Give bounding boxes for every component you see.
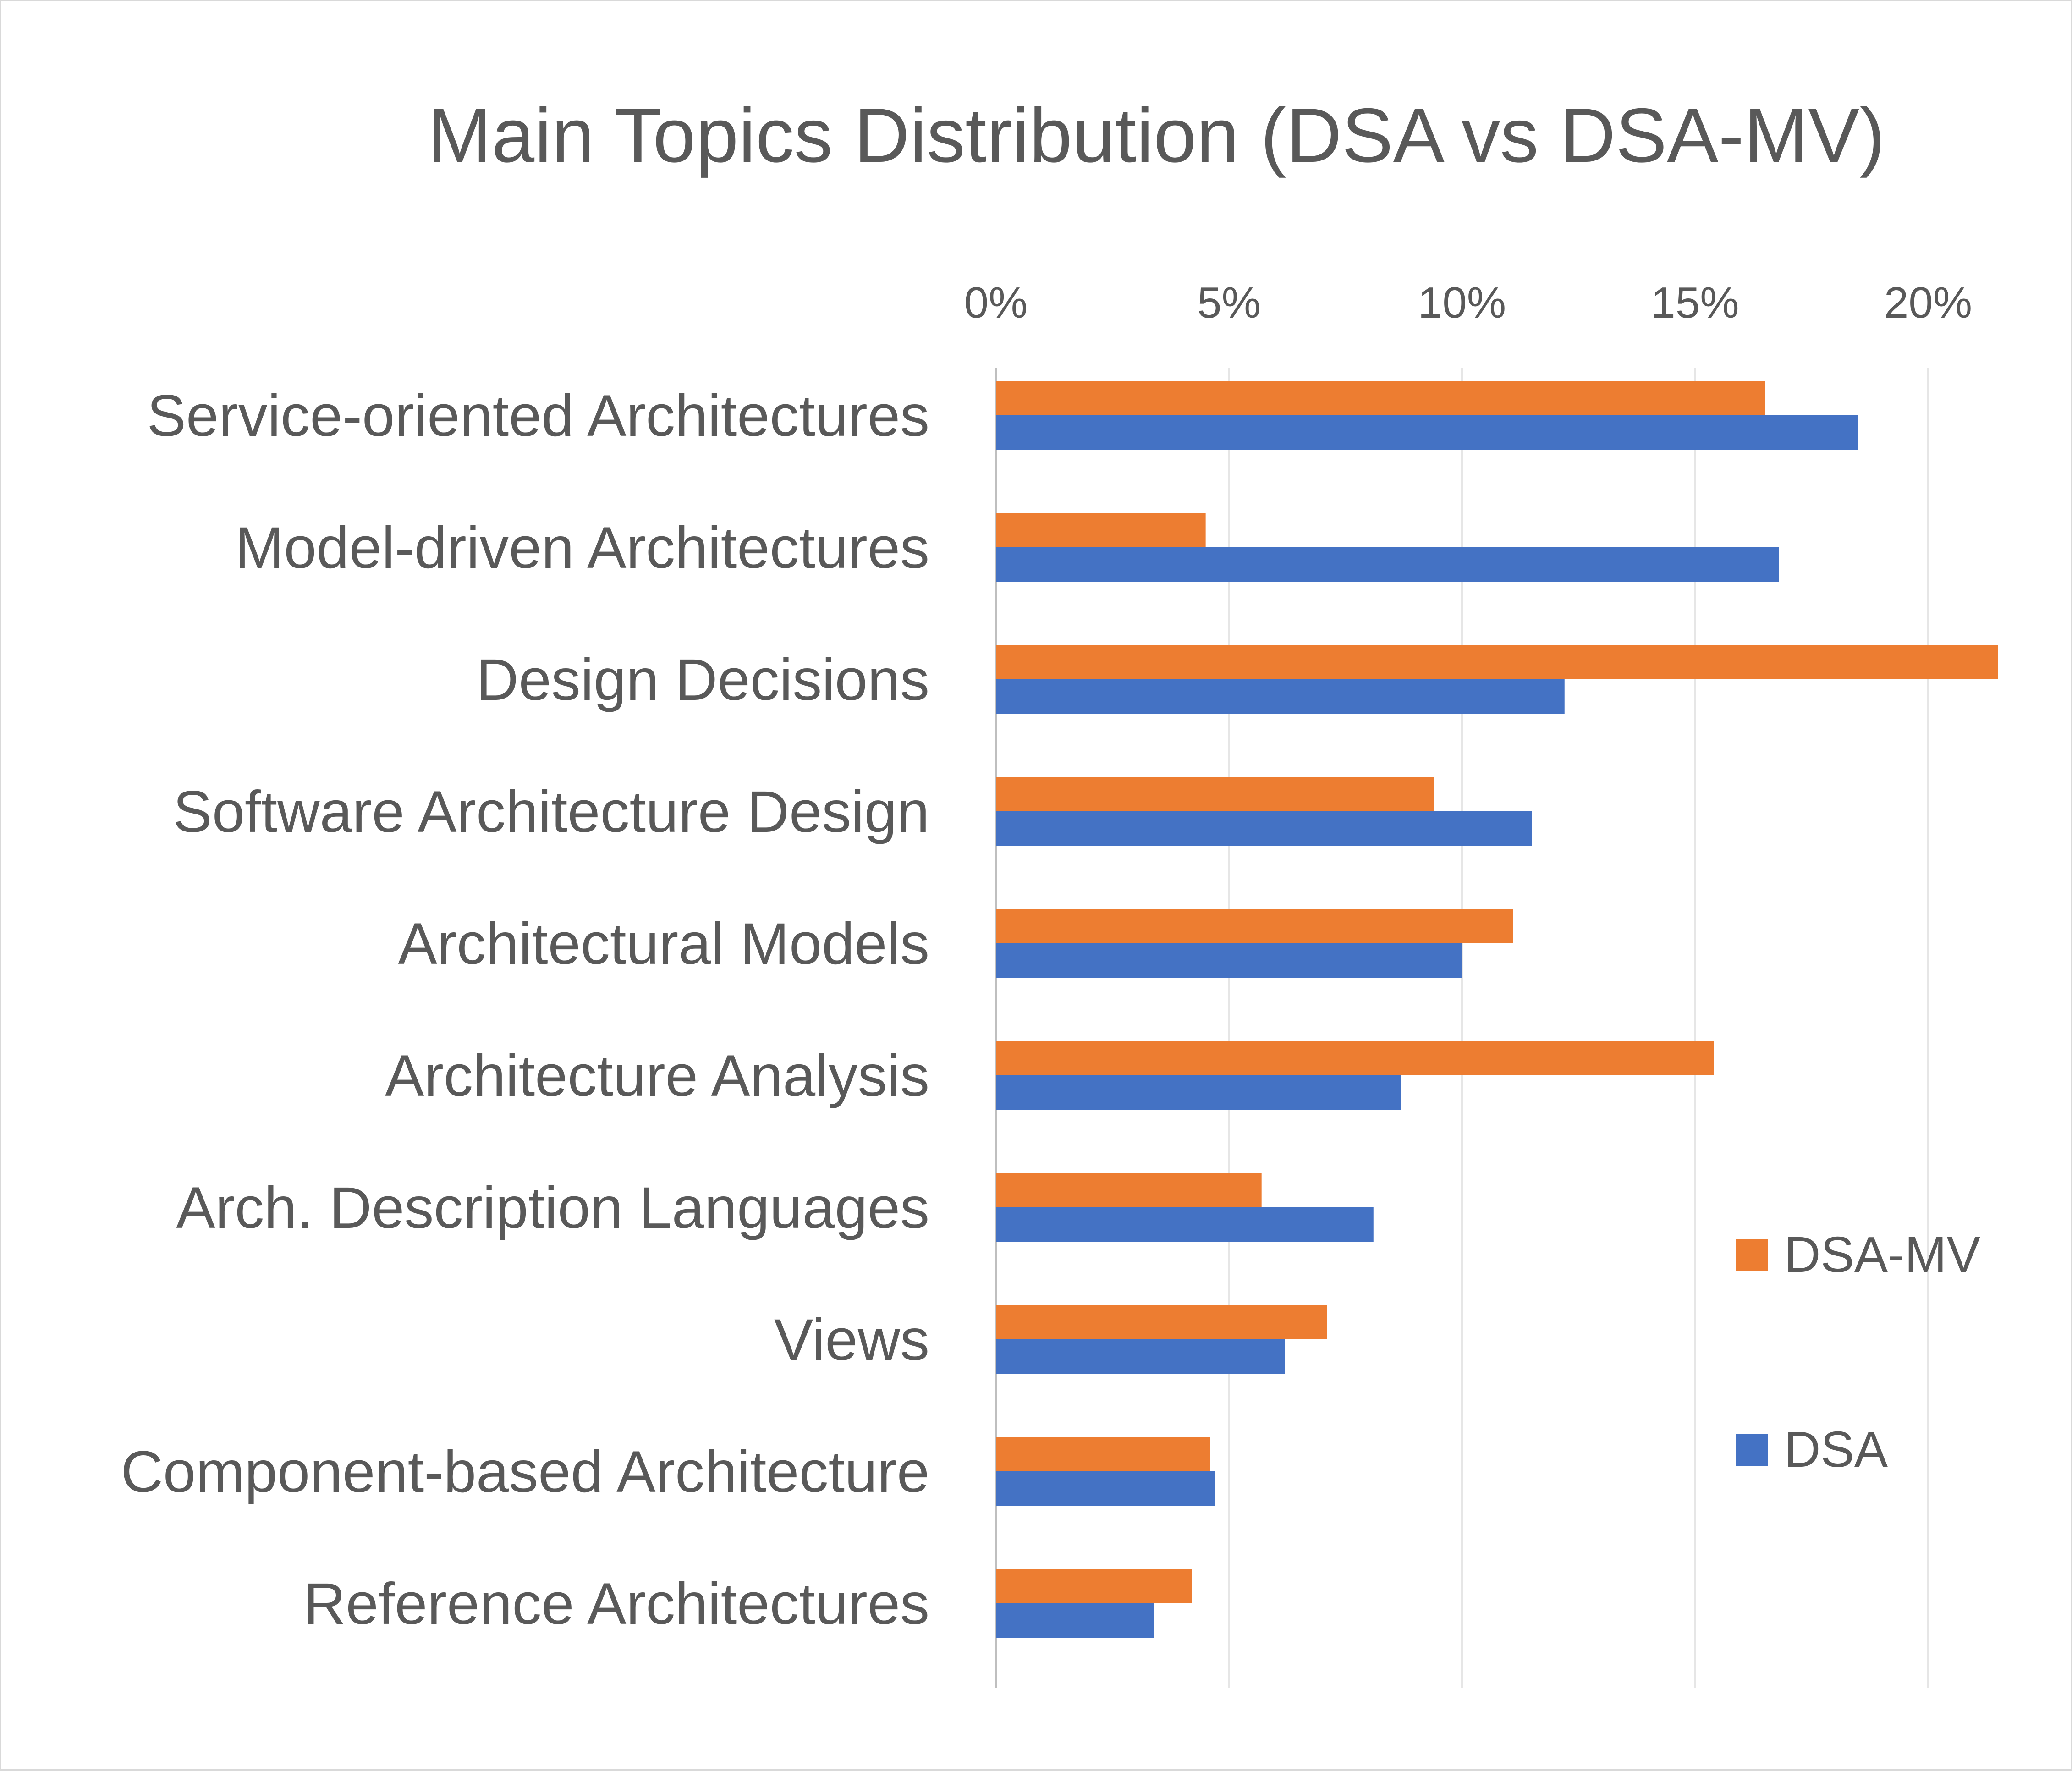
bar-dsa-mv-9	[996, 1569, 1192, 1603]
bar-dsa-2	[996, 679, 1565, 714]
legend-label-dsa-mv: DSA-MV	[1784, 1227, 1980, 1283]
bar-dsa-4	[996, 943, 1462, 978]
bar-dsa-mv-8	[996, 1437, 1210, 1471]
bar-dsa-mv-1	[996, 513, 1206, 547]
category-label: Reference Architectures	[303, 1571, 929, 1637]
legend-swatch-dsa	[1736, 1434, 1768, 1466]
category-label: Architectural Models	[398, 911, 929, 977]
x-tick-label: 20%	[1884, 278, 1972, 327]
category-label: Architecture Analysis	[385, 1043, 929, 1109]
x-tick-label: 10%	[1418, 278, 1506, 327]
category-label: Design Decisions	[476, 647, 929, 713]
bar-dsa-1	[996, 547, 1779, 582]
bar-dsa-mv-5	[996, 1041, 1714, 1075]
bar-dsa-mv-2	[996, 645, 1998, 679]
bar-dsa-8	[996, 1471, 1215, 1506]
bars	[996, 381, 1998, 1638]
category-labels: Service-oriented Architectures Model-driv…	[121, 383, 929, 1637]
category-label: Views	[774, 1307, 929, 1373]
bar-dsa-mv-4	[996, 909, 1513, 943]
bar-dsa-mv-3	[996, 777, 1434, 811]
bar-dsa-6	[996, 1207, 1374, 1242]
legend-swatch-dsa-mv	[1736, 1239, 1768, 1271]
category-label: Component-based Architecture	[121, 1439, 929, 1505]
bar-dsa-mv-6	[996, 1173, 1262, 1207]
x-tick-label: 5%	[1197, 278, 1261, 327]
legend-label-dsa: DSA	[1784, 1421, 1888, 1478]
bar-dsa-0	[996, 415, 1858, 450]
category-label: Model-driven Architectures	[235, 515, 929, 581]
x-tick-label: 15%	[1651, 278, 1739, 327]
category-label: Arch. Description Languages	[176, 1175, 929, 1241]
legend: DSA-MV DSA	[1736, 1227, 1980, 1478]
bar-dsa-9	[996, 1603, 1154, 1638]
bar-dsa-mv-7	[996, 1305, 1327, 1339]
bar-dsa-mv-0	[996, 381, 1765, 415]
x-axis-ticks: 0% 5% 10% 15% 20%	[964, 278, 1972, 327]
chart-title: Main Topics Distribution (DSA vs DSA-MV)	[428, 92, 1885, 178]
category-label: Service-oriented Architectures	[147, 383, 929, 449]
category-label: Software Architecture Design	[173, 779, 929, 845]
bar-dsa-3	[996, 811, 1532, 846]
x-tick-label: 0%	[964, 278, 1028, 327]
bar-dsa-7	[996, 1339, 1285, 1374]
bar-dsa-5	[996, 1075, 1401, 1110]
